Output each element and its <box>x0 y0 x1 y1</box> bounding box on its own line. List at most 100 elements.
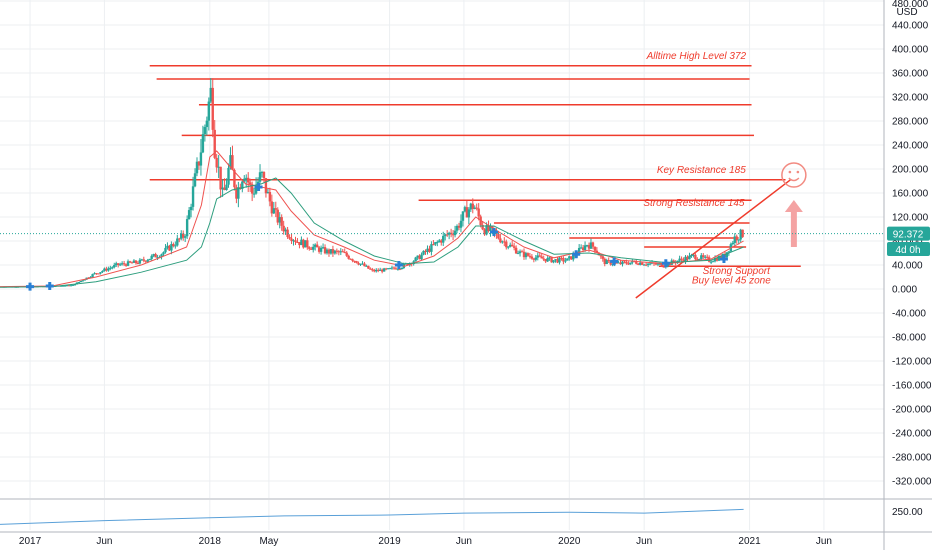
candle-body <box>489 226 492 232</box>
smiley-icon <box>781 162 807 188</box>
candle-body <box>156 257 159 259</box>
annotation-layer <box>149 65 807 299</box>
candle-body <box>644 264 648 266</box>
annotation-label: Alltime High Level 372 <box>646 51 747 62</box>
cross-marker-icon <box>719 255 728 263</box>
candle-body <box>168 245 171 251</box>
candle-body <box>148 258 151 261</box>
candle-body <box>562 258 565 262</box>
candle-body <box>400 267 404 269</box>
candle-body <box>124 264 128 266</box>
time-tick-label: 2020 <box>558 536 581 547</box>
time-tick-label: 2018 <box>199 536 222 547</box>
time-tick-label: 2017 <box>19 536 42 547</box>
candle-body <box>733 236 736 243</box>
candle-body <box>424 250 427 252</box>
candle-body <box>248 182 252 185</box>
candle-body <box>589 242 593 249</box>
price-tick-label: -240.000 <box>892 429 932 440</box>
candle-body <box>384 268 388 270</box>
ma-slow-line <box>0 177 744 288</box>
candle-body <box>93 273 96 275</box>
candle-body <box>323 247 327 254</box>
candle-body <box>61 285 65 287</box>
candle-body <box>581 247 585 251</box>
candle-body <box>103 268 106 271</box>
candle-body <box>717 255 721 261</box>
candle-body <box>686 256 689 260</box>
price-axis[interactable]: -320.000 -280.000 -240.000 -200.000 -160.000… <box>892 0 932 488</box>
candle-body <box>180 233 183 239</box>
candle-body <box>138 259 142 264</box>
candle-body <box>115 263 118 265</box>
annotation-label: Key Resistance 185 <box>657 165 746 176</box>
price-tick-label: 400.000 <box>892 45 929 56</box>
candle-body <box>739 229 742 240</box>
price-tick-label: 0.000 <box>892 285 917 296</box>
time-axis[interactable]: 2017 Jun 2018 May 2019 Jun 2020 Jun 2021 Jun <box>19 536 832 547</box>
candle-body <box>120 263 124 265</box>
price-tick-label: 280.000 <box>892 117 929 128</box>
candle-body <box>107 268 110 271</box>
candle-body <box>134 260 138 263</box>
candle-body <box>313 244 317 247</box>
candle-body <box>696 259 699 261</box>
candle-body <box>377 269 380 271</box>
candle-body <box>491 226 494 229</box>
candle-body <box>380 269 384 272</box>
candle-body <box>416 255 419 258</box>
price-tick-label: 440.000 <box>892 21 929 32</box>
candle-body <box>373 270 376 272</box>
time-tick-label: Jun <box>636 536 652 547</box>
candle-body <box>546 258 549 262</box>
candle-body <box>69 285 73 287</box>
candle-body <box>174 245 177 247</box>
candle-body <box>694 254 697 260</box>
candle-body <box>152 254 155 256</box>
candle-body <box>355 261 358 264</box>
candle-body <box>126 261 130 266</box>
candle-body <box>434 242 437 245</box>
candle-body <box>227 167 230 185</box>
candle-body <box>369 268 372 270</box>
candle-body <box>629 262 632 265</box>
candle-body <box>719 255 723 259</box>
candle-body <box>317 247 321 252</box>
candle-body <box>361 263 364 265</box>
candle-body <box>512 246 516 248</box>
candle-body <box>312 246 315 250</box>
candle-body <box>698 258 701 260</box>
moving-averages <box>0 150 744 288</box>
price-tick-label: 240.000 <box>892 141 929 152</box>
candle-body <box>170 244 173 251</box>
candle-body <box>327 249 331 254</box>
candle-body <box>229 155 232 168</box>
candle-body <box>63 285 67 287</box>
candle-body <box>398 268 402 270</box>
candle-body <box>272 208 276 214</box>
candle-body <box>570 256 573 260</box>
candle-body <box>59 285 63 287</box>
candle-body <box>445 234 449 236</box>
candle-body <box>164 247 167 253</box>
up-arrow-shaft <box>790 210 797 247</box>
candle-body <box>704 256 707 258</box>
candle-body <box>347 255 350 259</box>
candle-body <box>678 258 681 261</box>
price-tick-label: 360.000 <box>892 69 929 80</box>
price-tick-label: -320.000 <box>892 477 932 488</box>
candle-body <box>225 184 228 191</box>
candle-body <box>71 284 75 286</box>
candle-body <box>197 161 201 166</box>
candle-body <box>276 209 279 223</box>
candle-body <box>308 247 311 249</box>
interval-badge: 4d 0h <box>887 242 930 256</box>
candle-body <box>260 171 264 173</box>
candle-body <box>339 251 342 253</box>
candle-body <box>438 240 441 242</box>
candle-body <box>459 220 463 228</box>
cross-marker-icon <box>254 183 263 191</box>
candle-body <box>522 251 526 258</box>
candle-body <box>615 262 618 264</box>
